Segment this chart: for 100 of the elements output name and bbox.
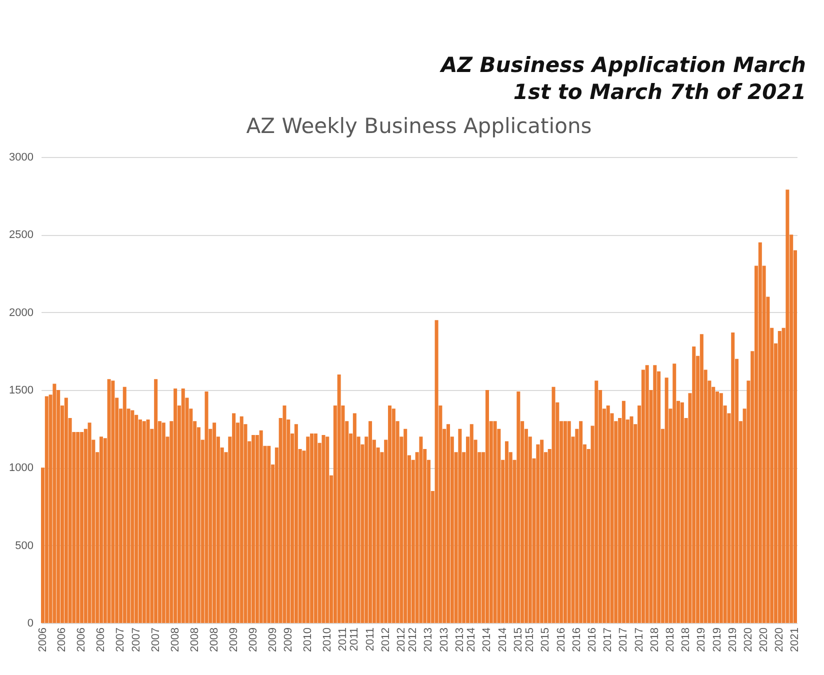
bar <box>252 435 256 623</box>
bar <box>107 379 111 623</box>
bar <box>310 433 314 623</box>
x-tick-label: 2015 <box>524 628 536 652</box>
bar <box>130 410 134 623</box>
bar <box>267 446 271 623</box>
bar <box>259 430 263 623</box>
bar <box>282 406 286 623</box>
bar <box>404 428 408 623</box>
x-tick-label: 2019 <box>726 628 739 652</box>
bar <box>368 421 372 623</box>
bar <box>162 422 166 623</box>
bar <box>672 364 676 623</box>
y-tick-label: 1500 <box>9 384 34 396</box>
x-tick-label: 2020 <box>742 628 754 652</box>
x-tick-label: 2013 <box>438 628 450 652</box>
bar <box>146 420 150 623</box>
bar <box>630 416 634 623</box>
x-tick-label: 2017 <box>602 628 614 652</box>
x-tick-label: 2019 <box>696 628 708 652</box>
bar <box>552 386 556 623</box>
y-tick-label: 500 <box>15 540 34 552</box>
bar <box>111 380 115 623</box>
x-tick-label: 2006 <box>36 628 49 652</box>
bar <box>680 402 684 623</box>
x-tick-label: 2013 <box>422 628 435 652</box>
x-tick-label: 2018 <box>648 628 661 652</box>
x-tick-label: 2008 <box>208 628 220 652</box>
x-tick-label: 2011 <box>364 628 376 652</box>
chart-title: AZ Weekly Business Applications <box>246 114 592 138</box>
x-tick-label: 2013 <box>454 628 466 652</box>
y-tick-label: 2500 <box>9 229 34 242</box>
x-tick-label: 2009 <box>228 628 240 652</box>
x-tick-label: 2010 <box>302 628 314 652</box>
bar <box>692 346 696 623</box>
x-tick-label: 2020 <box>774 628 786 652</box>
x-tick-label: 2015 <box>540 628 552 652</box>
bar <box>80 432 84 623</box>
bar <box>212 422 216 623</box>
bar <box>645 365 649 623</box>
x-tick-label: 2007 <box>150 628 162 652</box>
bar <box>44 396 48 623</box>
bar <box>606 406 610 623</box>
x-tick-label: 2006 <box>95 628 108 652</box>
bar <box>622 400 626 623</box>
bar <box>434 320 438 623</box>
bar <box>700 334 704 623</box>
bar <box>719 393 723 623</box>
y-tick-label: 2000 <box>9 306 34 319</box>
x-tick-label: 2020 <box>758 628 770 652</box>
bar <box>594 380 598 623</box>
x-tick-label: 2016 <box>555 628 568 652</box>
bar <box>322 435 326 623</box>
bar <box>419 436 423 623</box>
bar <box>122 386 126 623</box>
bar <box>731 332 735 623</box>
bar <box>579 421 583 623</box>
x-tick-label: 2016 <box>586 628 598 652</box>
bar <box>240 416 244 623</box>
bar <box>337 374 341 623</box>
x-tick-label: 2015 <box>512 628 524 652</box>
bar <box>52 384 56 623</box>
x-tick-label: 2017 <box>633 628 646 652</box>
x-tick-label: 2008 <box>188 628 201 652</box>
x-tick-label: 2018 <box>664 628 676 652</box>
x-tick-label: 2012 <box>395 628 408 652</box>
x-tick-label: 2021 <box>789 628 802 652</box>
x-tick-label: 2017 <box>618 628 630 652</box>
bar <box>76 432 80 623</box>
x-tick-label: 2006 <box>76 628 88 652</box>
x-tick-label: 2009 <box>266 628 279 652</box>
bar <box>352 413 356 623</box>
bar <box>758 242 762 623</box>
bar <box>294 424 298 623</box>
bar <box>664 378 668 623</box>
x-tick-label: 2008 <box>169 628 182 652</box>
bar <box>504 441 508 623</box>
x-tick-label: 2006 <box>56 628 68 652</box>
chart-subtitle: AZ Business Application March 1st to March 7th of 2021 <box>438 52 806 106</box>
x-tick-label: 2012 <box>407 628 420 652</box>
y-tick-label: 1000 <box>9 462 34 474</box>
y-tick-label: 0 <box>27 618 34 630</box>
x-tick-label: 2016 <box>570 628 583 652</box>
y-tick-label: 3000 <box>9 152 34 164</box>
bar <box>326 436 330 623</box>
bar <box>540 440 544 623</box>
x-tick-label: 2014 <box>466 628 478 652</box>
bar <box>314 433 318 623</box>
bar <box>88 422 92 623</box>
bar <box>446 424 450 623</box>
bar <box>306 436 310 623</box>
x-tick-label: 2014 <box>496 628 509 652</box>
bar <box>392 408 396 623</box>
bar <box>567 421 571 623</box>
bar <box>563 421 567 623</box>
x-tick-label: 2011 <box>348 628 361 652</box>
x-tick-label: 2010 <box>321 628 334 652</box>
x-tick-label: 2011 <box>336 628 349 652</box>
bar <box>470 424 474 623</box>
x-tick-label: 2009 <box>282 628 294 652</box>
